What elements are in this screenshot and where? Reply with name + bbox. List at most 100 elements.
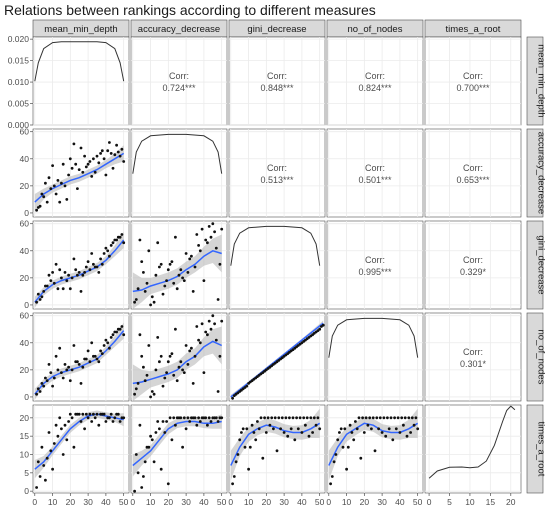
density-curve-times_a_root (428, 405, 516, 479)
corr-label: Corr: (463, 163, 483, 173)
y-tick-label: 0 (24, 486, 29, 496)
strip-right-times_a_root (526, 404, 544, 494)
corr-value: 0.824*** (358, 83, 392, 93)
scatter-point (268, 423, 272, 427)
scatter-point (188, 257, 192, 261)
scatter-point (218, 262, 222, 266)
x-tick-label: 30 (279, 497, 289, 507)
scatter-point (45, 456, 49, 460)
corr-label: Corr: (463, 255, 483, 265)
scatter-point (134, 298, 138, 301)
scatter-point (60, 181, 63, 185)
scatter-point (38, 475, 42, 478)
scatter-point (65, 438, 69, 442)
panel-mean_min_depth-times_a_root (424, 36, 522, 126)
scatter-point (118, 327, 122, 331)
scatter-point (198, 420, 202, 423)
strip-right-no_of_nodes (526, 312, 544, 402)
corr-label: Corr: (365, 255, 385, 265)
panel-no_of_nodes-times_a_root (424, 312, 522, 402)
scatter-point (145, 281, 149, 285)
scatter-point (216, 298, 220, 301)
scatter-point (218, 354, 222, 358)
scatter-point (81, 365, 85, 369)
scatter-point (102, 157, 106, 161)
scatter-point (84, 165, 88, 169)
scatter-point (191, 382, 195, 385)
scatter-point (341, 445, 345, 449)
y-tick-label: 20 (20, 365, 30, 375)
scatter-point (79, 290, 83, 293)
corr-label: Corr: (365, 163, 385, 173)
scatter-point (76, 360, 79, 364)
scatter-point (165, 279, 169, 282)
scatter-point (168, 354, 172, 358)
panel-background (130, 36, 228, 126)
scatter-point (51, 384, 54, 388)
strip-right-accuracy_decrease (526, 128, 544, 218)
scatter-point (40, 192, 44, 196)
scatter-point (74, 162, 78, 166)
scatter-point (47, 431, 51, 434)
scatter-point (198, 341, 202, 345)
panel-background (424, 128, 522, 218)
scatter-point (354, 420, 357, 423)
scatter-point (90, 420, 94, 423)
scatter-point (359, 456, 363, 460)
scatter-point (140, 354, 144, 358)
scatter-point (49, 279, 53, 282)
scatter-point (286, 434, 290, 438)
scatter-point (193, 354, 197, 358)
scatter-point (202, 279, 206, 282)
scatter-point (170, 352, 174, 355)
scatter-point (150, 438, 154, 442)
scatter-point (109, 244, 113, 247)
scatter-point (35, 486, 38, 489)
scatter-point (378, 416, 382, 420)
scatter-point (152, 300, 156, 304)
scatter-point (84, 412, 88, 416)
x-tick-label: 40 (395, 497, 405, 507)
scatter-point (61, 376, 65, 380)
scatter-point (273, 416, 277, 420)
density-curve-gini_decrease (230, 225, 321, 266)
scatter-point (216, 420, 220, 423)
scatter-point (329, 482, 332, 486)
scatter-point (188, 420, 192, 423)
scatter-point (49, 187, 53, 191)
scatter-point (361, 416, 364, 420)
scatter-point (275, 449, 279, 453)
scatter-point (202, 416, 206, 420)
corr-label: Corr: (365, 71, 385, 81)
scatter-point (54, 354, 58, 358)
x-tick-label: 15 (486, 497, 496, 507)
scatter-point (38, 298, 42, 301)
scatter-point (163, 284, 167, 288)
scatter-point (63, 271, 67, 274)
y-tick-label: 60 (20, 127, 30, 137)
scatter-point (181, 276, 185, 280)
strip-label-right-mean_min_depth: mean_min_depth (536, 44, 547, 117)
panel-mean_min_depth-no_of_nodes (326, 36, 424, 126)
scatter-point (68, 379, 72, 383)
x-tick-label: 0 (32, 497, 37, 507)
scatter-point (184, 427, 188, 431)
scatter-point (209, 235, 213, 239)
density-curve-no_of_nodes (328, 317, 419, 358)
scatter-point (65, 368, 69, 372)
x-tick-label: 40 (297, 497, 307, 507)
scatter-point (120, 147, 124, 151)
scatter-point (92, 412, 95, 416)
scatter-point (220, 416, 224, 420)
scatter-point (122, 416, 126, 420)
scatter-point (111, 241, 115, 245)
scatter-point (84, 265, 88, 269)
scatter-point (58, 416, 62, 420)
scatter-point (279, 427, 282, 431)
scatter-point (79, 382, 83, 385)
y-tick-label: 0 (24, 208, 29, 218)
scatter-point (58, 346, 62, 350)
scatter-point (165, 420, 169, 423)
scatter-point (74, 268, 78, 272)
